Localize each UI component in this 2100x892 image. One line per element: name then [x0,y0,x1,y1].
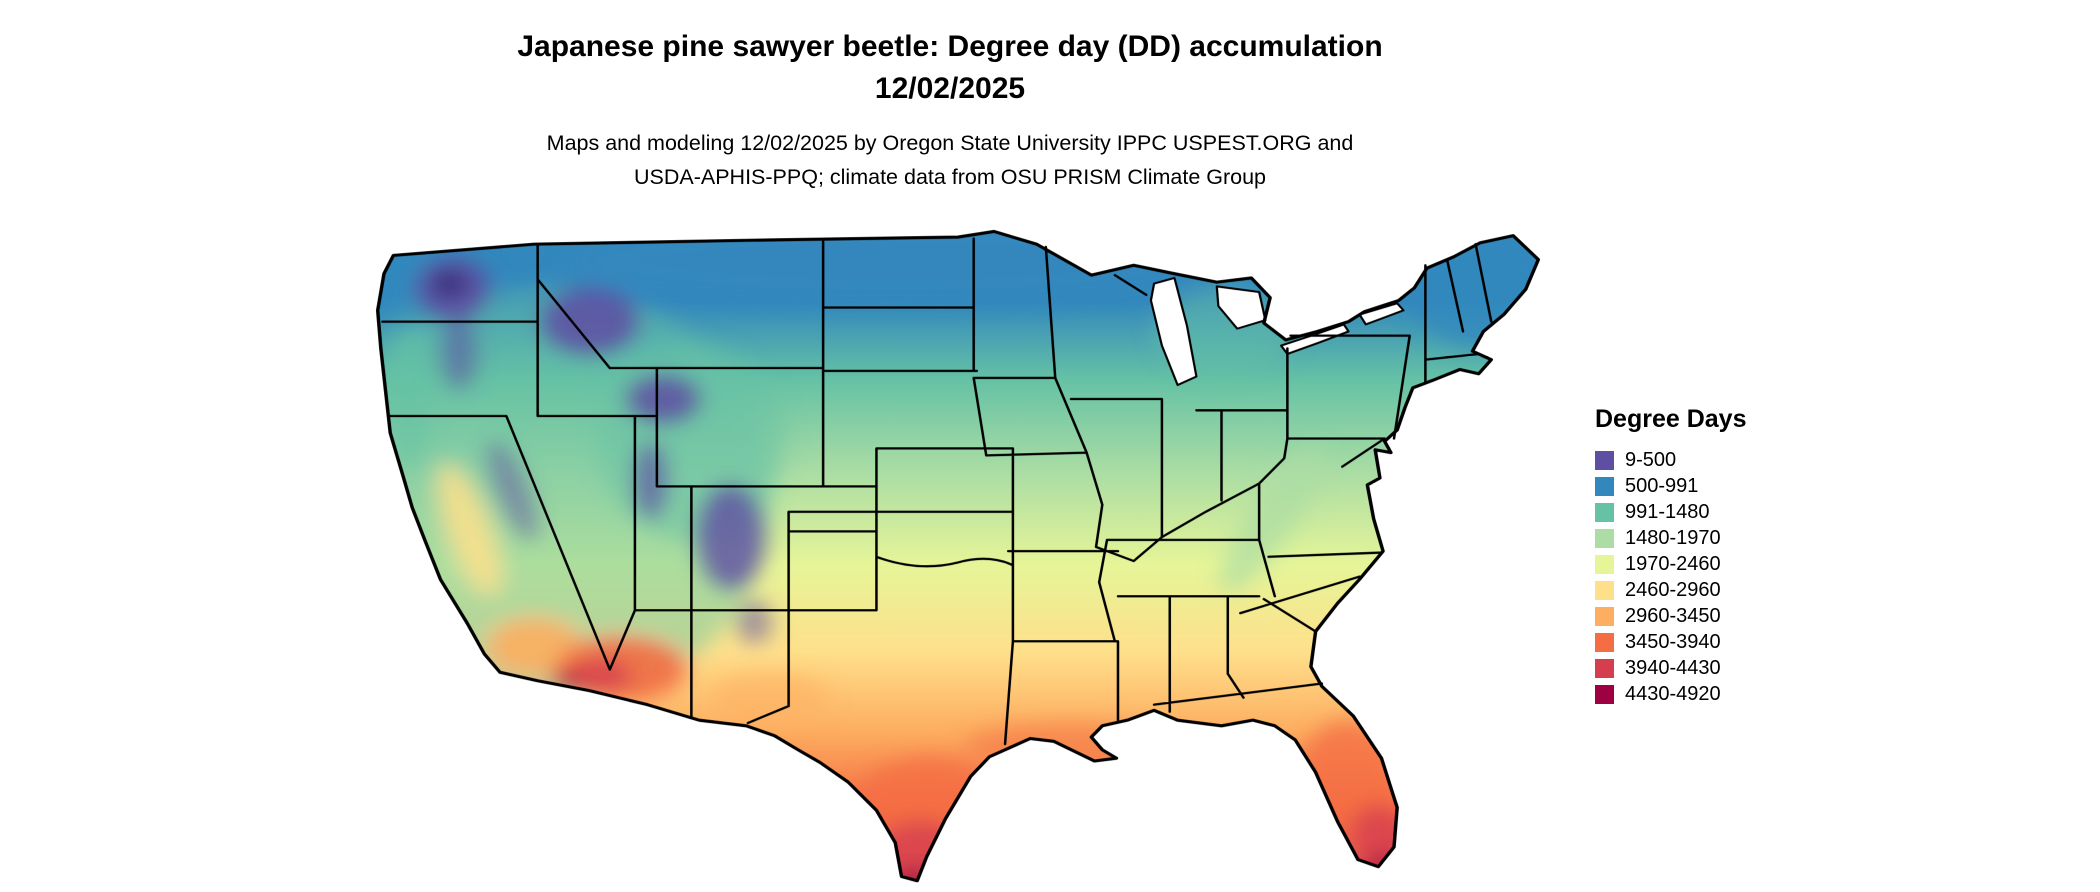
state-borders [381,237,1493,746]
legend-swatch [1595,528,1614,548]
page-title-line2: 12/02/2025 [874,72,1026,105]
legend-swatch [1595,606,1614,626]
legend-entry: 3940-4430 [1595,655,1855,681]
subtitle: Maps and modeling 12/02/2025 by Oregon S… [0,126,1900,194]
legend-entry: 2960-3450 [1595,603,1855,629]
legend-entries: 9-500 500-991 991-1480 1480-1970 1970-2460 24… [1595,447,1855,707]
legend-entry: 991-1480 [1595,499,1855,525]
legend-label: 4430-4920 [1625,682,1721,705]
legend-label: 9-500 [1625,448,1677,471]
legend-entry: 2460-2960 [1595,577,1855,603]
legend-entry: 500-991 [1595,473,1855,499]
legend-swatch [1595,684,1614,704]
page-title-line1: Japanese pine sawyer beetle: Degree day … [517,30,1383,63]
lake-michigan [1149,276,1198,386]
legend-label: 3940-4430 [1625,656,1721,679]
legend-label: 991-1480 [1625,500,1710,523]
legend-entry: 4430-4920 [1595,681,1855,707]
legend-entry: 3450-3940 [1595,629,1855,655]
us-degree-day-map [362,223,1554,892]
legend-label: 1480-1970 [1625,526,1721,549]
legend-swatch [1595,502,1614,522]
legend-swatch [1595,580,1614,600]
legend-swatch [1595,476,1614,496]
legend-swatch [1595,632,1614,652]
legend: Degree Days 9-500 500-991 991-1480 1480-197… [1595,405,1855,707]
subtitle-line2: USDA-APHIS-PPQ; climate data from OSU PR… [633,165,1267,189]
legend-swatch [1595,554,1614,574]
legend-swatch [1595,450,1614,470]
lake-ontario [1358,302,1405,326]
legend-label: 2460-2960 [1625,578,1721,601]
subtitle-line1: Maps and modeling 12/02/2025 by Oregon S… [546,131,1354,155]
great-lakes [1149,276,1405,386]
legend-swatch [1595,658,1614,678]
legend-label: 500-991 [1625,474,1699,497]
legend-label: 2960-3450 [1625,604,1721,627]
legend-entry: 1480-1970 [1595,525,1855,551]
legend-label: 1970-2460 [1625,552,1721,575]
us-map-svg [375,229,1541,883]
legend-entry: 1970-2460 [1595,551,1855,577]
legend-label: 3450-3940 [1625,630,1721,653]
lake-huron [1215,285,1267,330]
legend-title: Degree Days [1595,405,1747,433]
legend-entry: 9-500 [1595,447,1855,473]
header: Japanese pine sawyer beetle: Degree day … [0,26,1900,194]
